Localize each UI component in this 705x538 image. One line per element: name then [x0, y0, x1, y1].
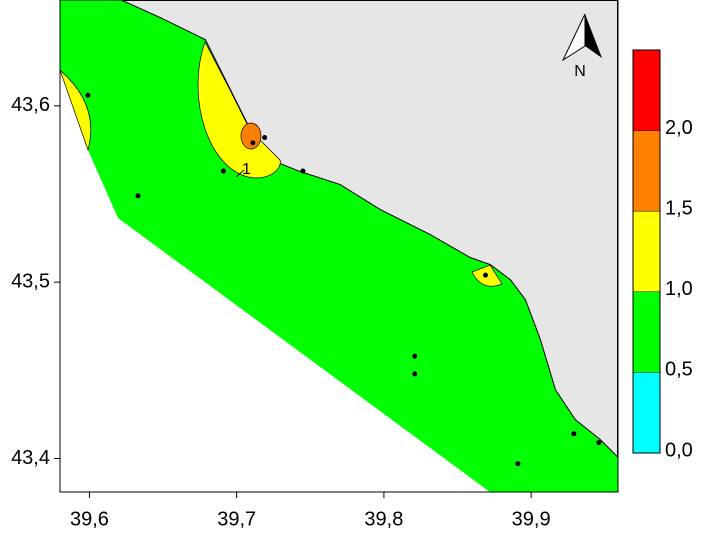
x-tick-label: 39,6	[70, 508, 109, 530]
station	[262, 135, 268, 141]
colorbar-label: 0,5	[665, 359, 693, 381]
colorbar-label: 2,0	[665, 117, 693, 139]
annotation: 1	[242, 161, 251, 178]
colorbar-label: 0,0	[665, 439, 693, 461]
station	[250, 140, 256, 146]
colorbar-band	[633, 130, 660, 212]
station	[85, 92, 91, 98]
station	[300, 168, 306, 174]
station	[571, 431, 577, 437]
x-tick-label: 39,7	[217, 508, 256, 530]
colorbar-band	[633, 372, 660, 453]
station	[412, 371, 418, 377]
y-tick-label: 43,4	[11, 447, 50, 469]
station	[412, 353, 418, 359]
north-arrow: N	[561, 13, 602, 80]
x-tick-label: 39,8	[364, 508, 403, 530]
y-tick-label: 43,5	[11, 270, 50, 292]
north-label: N	[574, 63, 586, 80]
colorbar-band	[633, 291, 660, 373]
colorbar-band	[633, 50, 660, 131]
plot-frame	[59, 0, 619, 493]
station	[220, 168, 226, 174]
station	[515, 461, 521, 467]
sea-zone-yellow	[197, 41, 281, 179]
sea-zone-orange	[240, 122, 262, 150]
sea-zone-yellow	[60, 69, 92, 152]
y-tick-label: 43,6	[11, 94, 50, 116]
station	[596, 440, 602, 446]
x-tick-label: 39,9	[512, 508, 551, 530]
contour-layer	[60, 0, 618, 492]
annotation-leader	[235, 169, 245, 178]
colorbar-band	[633, 211, 660, 292]
colorbar-label: 1,5	[665, 197, 693, 219]
colorbar-label: 1,0	[665, 278, 693, 300]
sea-zone-green	[60, 0, 618, 492]
station	[482, 272, 488, 278]
station	[135, 193, 141, 199]
